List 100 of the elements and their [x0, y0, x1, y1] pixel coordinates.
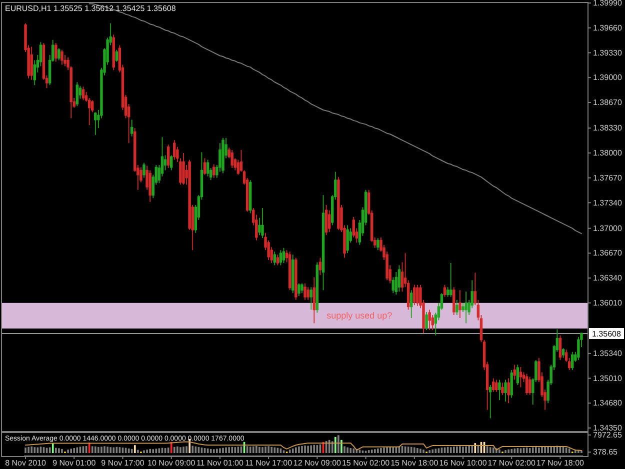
y-tick-label: 1.39330 — [593, 48, 622, 58]
candlestick — [182, 152, 185, 186]
candlestick — [112, 34, 115, 71]
x-tick-label: 16 Nov 10:00 — [439, 458, 488, 468]
y-tick-label: 1.35010 — [593, 374, 622, 383]
y-tick-label: 1.39990 — [593, 0, 622, 8]
candlestick — [501, 382, 504, 396]
x-tick-label: 12 Nov 09:00 — [293, 458, 342, 468]
candlestick — [452, 286, 456, 316]
chart-title: EURUSD,H1 1.35525 1.35612 1.35425 1.35608 — [5, 4, 176, 13]
line-series — [25, 441, 582, 452]
candlestick — [416, 284, 419, 306]
y-tick-label: 1.36010 — [593, 298, 622, 308]
candlestick — [507, 378, 510, 404]
candlestick — [282, 247, 286, 264]
candlestick — [273, 251, 276, 266]
candlestick — [294, 257, 298, 300]
candlestick — [288, 251, 292, 291]
x-tick-label: 10 Nov 09:00 — [148, 458, 196, 468]
y-tick-label: 1.37340 — [593, 198, 622, 208]
candlestick — [398, 264, 401, 292]
candlestick — [304, 282, 306, 300]
candlestick — [212, 164, 216, 178]
x-tick-label: 17 Nov 18:00 — [536, 458, 585, 468]
x-tick-label: 11 Nov 01:00 — [196, 458, 244, 468]
candlestick — [425, 312, 428, 330]
candlestick — [458, 290, 462, 318]
y-tick-label: 1.39000 — [593, 73, 622, 82]
candlestick — [279, 250, 282, 266]
y-tick-label: 1.38670 — [593, 98, 622, 108]
candlestick — [525, 373, 528, 396]
candlestick — [498, 379, 501, 401]
y-tick-label: 1.38330 — [593, 124, 622, 133]
candlestick — [510, 370, 513, 398]
candlestick — [130, 119, 134, 137]
candlestick — [577, 336, 580, 361]
candlestick — [310, 286, 312, 310]
candlestick — [54, 42, 58, 62]
candlestick — [513, 364, 516, 380]
x-tick-label: 11 Nov 17:00 — [245, 458, 293, 468]
candlestick — [346, 224, 349, 254]
x-tick-label: 9 Nov 17:00 — [101, 458, 145, 468]
candlestick — [488, 384, 492, 419]
candlestick — [82, 86, 85, 101]
candlestick — [292, 254, 294, 294]
candlestick — [300, 282, 304, 294]
band-label: supply used up? — [326, 310, 392, 321]
candlestick — [324, 204, 328, 236]
candlestick — [312, 276, 316, 324]
candlestick — [203, 158, 206, 176]
y-tick-label: 1.37670 — [593, 173, 622, 182]
candlestick — [94, 112, 97, 136]
candlestick — [464, 291, 468, 324]
candlestick — [495, 379, 498, 392]
candlestick — [76, 82, 79, 107]
x-tick-label: 17 Nov 02:00 — [488, 458, 536, 468]
candlestick — [60, 49, 64, 66]
x-tick-label: 15 Nov 02:00 — [342, 458, 390, 468]
candlestick — [376, 238, 380, 251]
candlestick — [519, 366, 522, 388]
candlestick — [148, 170, 152, 202]
candlestick — [230, 149, 234, 168]
candlestick — [166, 144, 170, 168]
y-tick-label: 1.39660 — [593, 23, 622, 32]
candlestick — [298, 282, 300, 297]
candlestick — [316, 262, 319, 314]
ref-line-label: 1.35608 — [592, 329, 622, 338]
candlestick — [337, 176, 340, 230]
y-tick-label: 1.35340 — [593, 348, 622, 358]
candlestick — [492, 378, 495, 392]
candlestick — [206, 159, 210, 177]
y-tick-label: 1.34350 — [593, 424, 622, 433]
x-tick-label: 9 Nov 01:00 — [52, 458, 96, 468]
y-tick-label: 1.37000 — [593, 224, 622, 233]
candlestick — [322, 194, 325, 291]
candlestick — [443, 284, 446, 298]
candlestick — [248, 180, 252, 214]
candlestick — [115, 49, 118, 62]
candlestick — [413, 284, 416, 306]
candlestick — [318, 257, 322, 276]
candlestick — [222, 137, 224, 174]
x-tick-label: 8 Nov 2010 — [5, 458, 47, 468]
candlestick — [571, 351, 574, 370]
y-tick-label: 1.38000 — [593, 148, 622, 158]
candlestick — [58, 48, 60, 61]
candlestick — [276, 254, 280, 266]
y-tick-label: 1.36670 — [593, 248, 622, 258]
y-tick-label: 7972.65 — [593, 430, 622, 440]
candlestick — [306, 286, 310, 300]
candlestick — [428, 309, 431, 330]
candlestick — [142, 162, 146, 178]
candlestick — [449, 262, 452, 298]
candlestick — [30, 46, 33, 80]
y-tick-label: 1.34680 — [593, 398, 622, 408]
candlestick — [562, 348, 565, 358]
y-tick-label: 378.65 — [593, 448, 618, 457]
x-tick-label: 15 Nov 18:00 — [390, 458, 439, 468]
candlestick — [410, 290, 413, 318]
candlestick — [170, 154, 173, 171]
candlestick — [516, 364, 520, 386]
